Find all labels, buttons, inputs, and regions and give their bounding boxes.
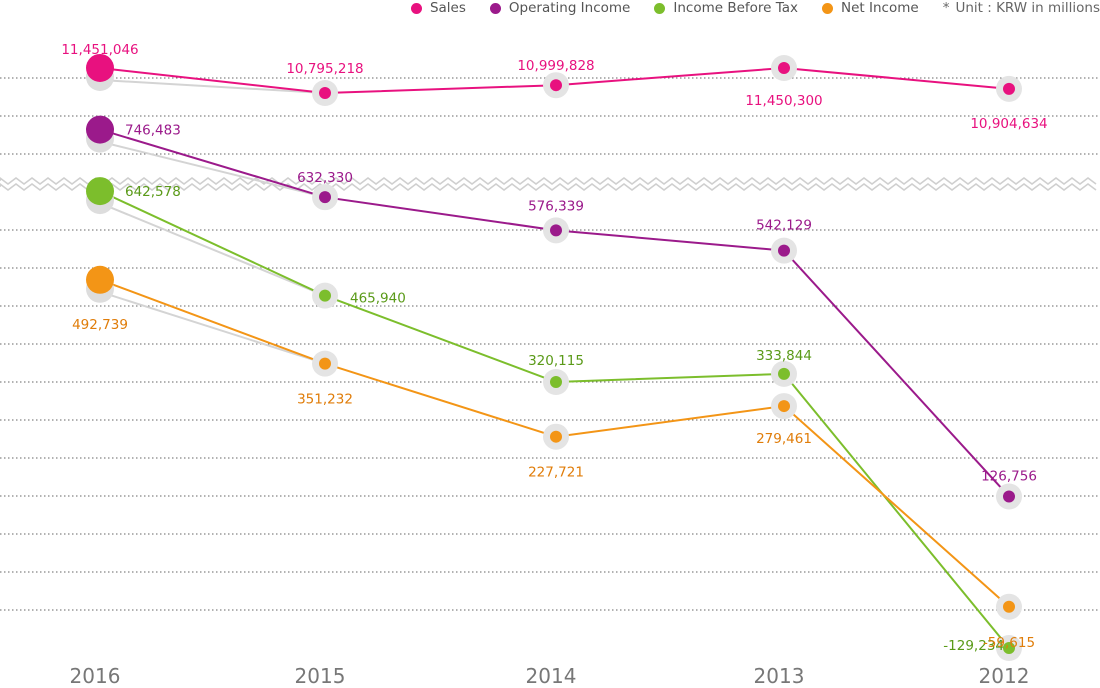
legend-label-sales: Sales [429, 0, 466, 16]
axis-break-top [0, 177, 1097, 185]
point-sales-2014 [550, 79, 562, 92]
legend-item-income-before-tax: Income Before Tax [654, 0, 798, 16]
legend-label-operating-income: Operating Income [508, 0, 631, 16]
shadow-line-operating-income [99, 140, 326, 199]
data-label-sales-2016: 11,451,046 [61, 42, 138, 58]
point-operating-income-2016 [86, 115, 114, 144]
point-operating-income-2013 [778, 244, 790, 257]
data-label-operating-income-2014: 576,339 [528, 198, 584, 214]
point-operating-income-2014 [550, 224, 562, 237]
data-label-sales-2012: 10,904,634 [970, 116, 1047, 132]
axis-break [0, 177, 1097, 191]
legend-label-net-income: Net Income [841, 0, 919, 16]
point-income-before-tax-2014 [550, 376, 562, 388]
data-labels: 11,451,046 10,795,218 10,999,828 11,450,300… [61, 42, 1047, 654]
data-label-net-income-2015: 351,232 [297, 392, 353, 408]
x-tick-label-2015: 2015 [295, 664, 346, 684]
x-axis: 2016 2015 2014 2013 2012 [70, 664, 1030, 688]
data-label-net-income-2016: 492,739 [72, 317, 128, 333]
unit-text: Unit : KRW in millions [955, 0, 1100, 16]
point-operating-income-2015 [319, 191, 331, 204]
data-label-net-income-2012: -59,615 [983, 635, 1035, 651]
x-tick-label-2012: 2012 [979, 664, 1030, 684]
legend-label-income-before-tax: Income Before Tax [673, 0, 799, 16]
point-net-income-2014 [550, 430, 562, 443]
point-operating-income-2012 [1003, 490, 1015, 503]
point-net-income-2015 [319, 357, 331, 370]
data-label-income-before-tax-2013: 333,844 [756, 348, 812, 364]
data-label-operating-income-2015: 632,330 [297, 170, 353, 186]
x-tick-label-2014: 2014 [526, 664, 577, 684]
data-label-operating-income-2012: 126,756 [981, 468, 1037, 484]
data-label-sales-2013: 11,450,300 [745, 93, 822, 109]
data-label-sales-2014: 10,999,828 [517, 58, 594, 74]
legend-item-net-income: Net Income [822, 0, 919, 16]
x-tick-label-2013: 2013 [754, 664, 805, 684]
point-income-before-tax-2016 [86, 177, 114, 206]
legend: Sales Operating Income Income Before Tax… [410, 0, 1100, 16]
data-label-net-income-2013: 279,461 [756, 431, 812, 447]
unit-note: * Unit : KRW in millions [943, 0, 1100, 16]
unit-marker: * [942, 0, 950, 16]
data-label-income-before-tax-2012: -129,234 [943, 638, 1004, 654]
shadow-line-income-before-tax [99, 202, 326, 297]
axis-break-bottom [0, 183, 1097, 191]
legend-swatch-sales [410, 2, 422, 14]
point-income-before-tax-2013 [778, 367, 790, 380]
shadow-line-net-income [99, 290, 326, 365]
legend-swatch-operating-income [489, 2, 501, 14]
series-points [86, 53, 1022, 661]
point-income-before-tax-2015 [319, 289, 331, 302]
legend-swatch-net-income [822, 2, 834, 14]
shadow-line-sales [99, 78, 326, 94]
point-net-income-2016 [86, 265, 114, 294]
data-label-income-before-tax-2016: 642,578 [125, 184, 181, 200]
data-label-operating-income-2016: 746,483 [125, 123, 181, 139]
data-label-income-before-tax-2014: 320,115 [528, 353, 584, 369]
point-sales-2013 [778, 61, 790, 74]
point-sales-2012 [1003, 82, 1015, 95]
point-income-before-tax-2012 [1003, 642, 1015, 654]
data-label-operating-income-2013: 542,129 [756, 218, 812, 234]
legend-item-operating-income: Operating Income [489, 0, 631, 16]
point-sales-2016 [86, 53, 114, 82]
shadow-lines [99, 78, 326, 365]
point-sales-2015 [319, 87, 331, 99]
data-label-sales-2015: 10,795,218 [286, 61, 363, 77]
x-tick-label-2016: 2016 [70, 664, 121, 684]
data-label-net-income-2014: 227,721 [528, 465, 584, 481]
legend-item-sales: Sales [410, 0, 466, 16]
point-net-income-2012 [1003, 600, 1015, 613]
data-label-income-before-tax-2015: 465,940 [350, 291, 406, 307]
legend-swatch-income-before-tax [654, 2, 666, 14]
point-net-income-2013 [778, 400, 790, 413]
